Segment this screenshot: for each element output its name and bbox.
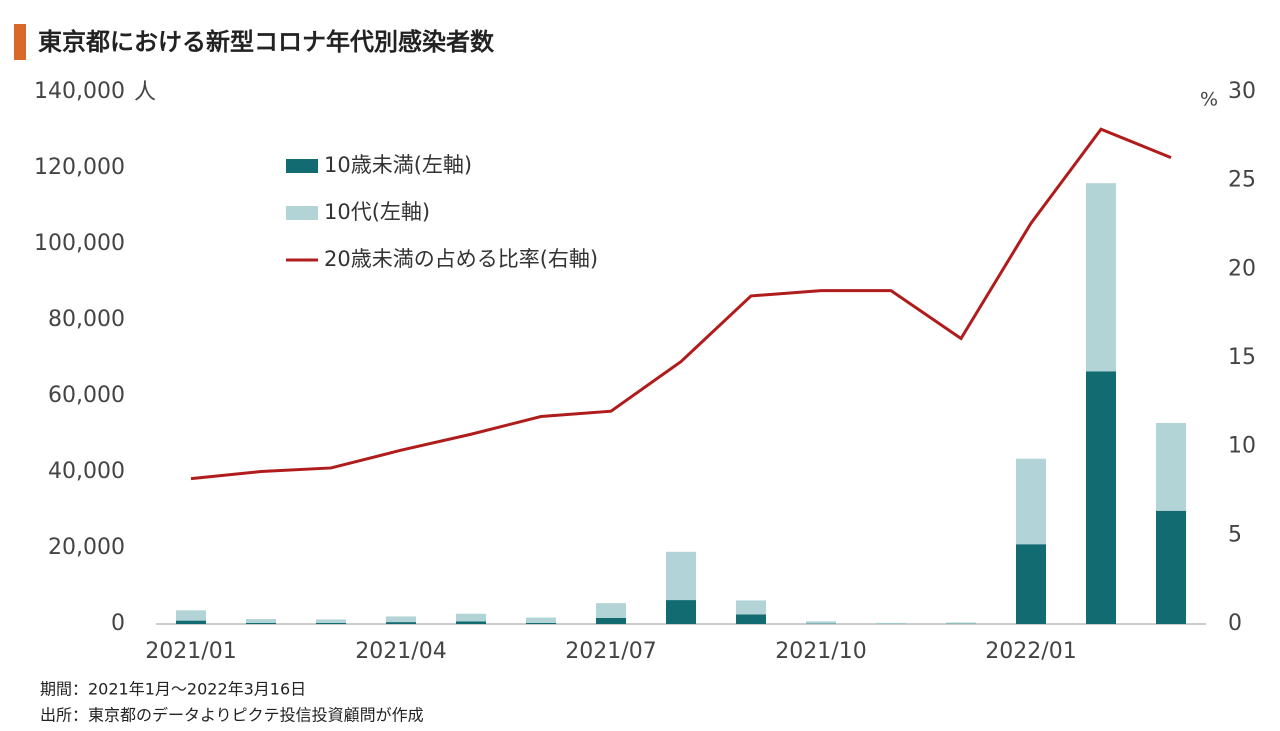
y-tick-label: 100,000 [34, 231, 125, 256]
legend-label: 10歳未満(左軸) [324, 153, 472, 177]
title-marker [14, 24, 26, 60]
y2-tick-label: 0 [1228, 611, 1242, 636]
bar-segment [596, 617, 626, 624]
bar-segment [316, 619, 346, 623]
bar-segment [246, 619, 276, 623]
bar-segment [386, 616, 416, 623]
bar-segment [526, 622, 556, 624]
legend-swatch [286, 159, 318, 173]
bar-segment [736, 614, 766, 624]
y-tick-label: 40,000 [48, 459, 125, 484]
legend-label: 10代(左軸) [324, 200, 430, 224]
y-tick-label: 120,000 [34, 155, 125, 180]
x-tick-label: 2021/10 [775, 639, 866, 664]
legend-label: 20歳未満の占める比率(右軸) [324, 247, 598, 271]
bar-segment [1086, 371, 1116, 624]
bar-segment [526, 617, 556, 623]
bar-segment [736, 600, 766, 615]
bar-segment [1086, 183, 1116, 372]
bar-segment [946, 622, 976, 624]
y-unit: 人 [134, 80, 156, 105]
y2-tick-label: 25 [1228, 168, 1256, 193]
bar-segment [876, 622, 906, 624]
footnote: 期間：2021年1月～2022年3月16日 [40, 680, 306, 699]
legend-swatch [286, 206, 318, 220]
bar-segment [176, 610, 206, 621]
y2-tick-label: 5 [1228, 522, 1242, 547]
chart-title: 東京都における新型コロナ年代別感染者数 [38, 28, 495, 56]
y2-unit: % [1200, 89, 1218, 111]
y2-tick-label: 15 [1228, 345, 1256, 370]
y2-tick-label: 20 [1228, 256, 1256, 281]
bar-segment [316, 622, 346, 624]
bar-segment [246, 622, 276, 624]
y-tick-label: 80,000 [48, 307, 125, 332]
x-tick-label: 2021/07 [565, 639, 656, 664]
x-tick-label: 2021/04 [355, 639, 446, 664]
bar-segment [386, 622, 416, 624]
y2-tick-label: 10 [1228, 434, 1256, 459]
bar-segment [666, 600, 696, 624]
bar-segment [1156, 422, 1186, 511]
bar-segment [806, 621, 836, 624]
bar-segment [1016, 458, 1046, 545]
y-tick-label: 60,000 [48, 383, 125, 408]
bar-segment [1156, 510, 1186, 624]
bar-segment [596, 603, 626, 618]
y-tick-label: 140,000 [34, 79, 125, 104]
bar-segment [1016, 544, 1046, 624]
footnote: 出所：東京都のデータよりピクテ投信投資顧問が作成 [40, 706, 424, 725]
bar-segment [666, 551, 696, 601]
y-tick-label: 0 [111, 611, 125, 636]
bar-segment [176, 620, 206, 624]
x-tick-label: 2021/01 [145, 639, 236, 664]
y2-tick-label: 30 [1228, 79, 1256, 104]
line [190, 127, 1172, 481]
bar-segment [456, 613, 486, 622]
y-tick-label: 20,000 [48, 535, 125, 560]
bar-segment [456, 621, 486, 624]
x-tick-label: 2022/01 [985, 639, 1076, 664]
